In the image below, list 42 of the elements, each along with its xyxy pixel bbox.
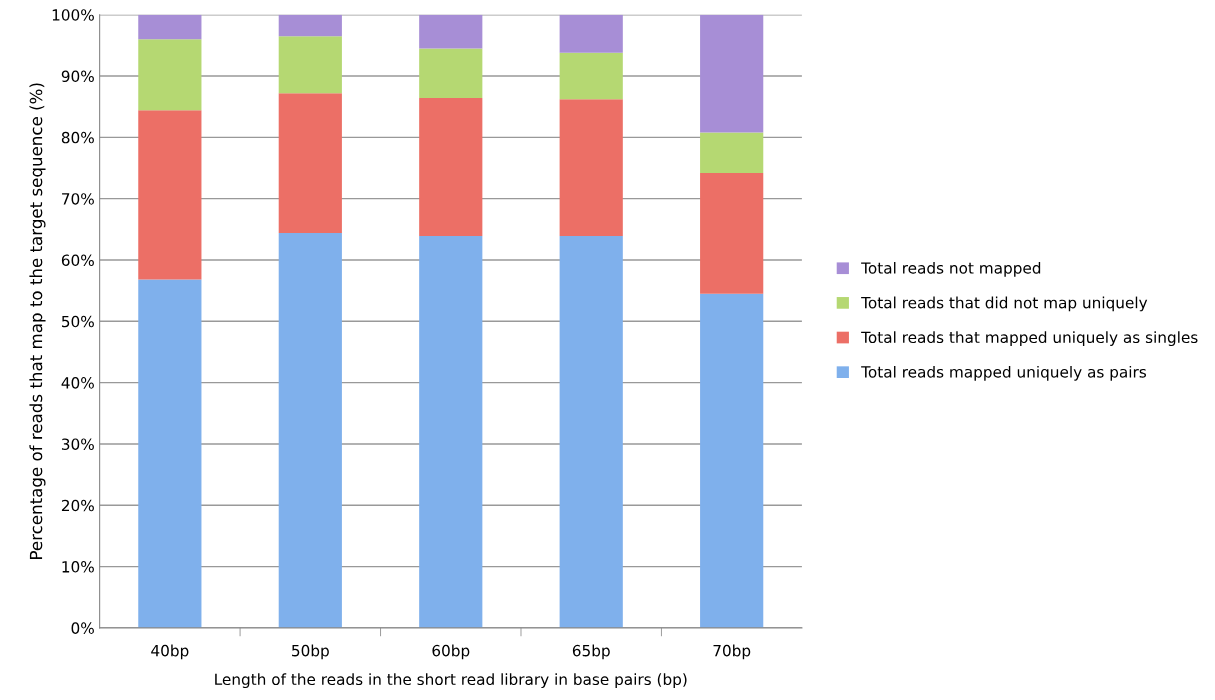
y-axis-title: Percentage of reads that map to the target sequence (%) xyxy=(29,83,46,559)
bar xyxy=(278,14,342,37)
bar xyxy=(419,48,483,99)
x-tick-label: 70bp xyxy=(713,644,751,660)
bar xyxy=(559,236,623,628)
x-axis-title: Length of the reads in the short read library in base pairs (bp) xyxy=(215,673,687,689)
y-tick-label: 90% xyxy=(61,70,94,83)
x-tick-label: 50bp xyxy=(292,644,329,660)
legend-label: Total reads that mapped uniquely as singles xyxy=(861,331,1198,347)
bar xyxy=(419,98,483,237)
bar xyxy=(278,233,342,628)
bar xyxy=(700,172,764,294)
bar xyxy=(559,52,623,100)
y-tick-label: 50% xyxy=(61,315,94,328)
y-tick-label: 60% xyxy=(61,254,94,266)
x-tick-label: 65bp xyxy=(572,644,610,660)
bar xyxy=(138,39,202,111)
bar xyxy=(559,14,623,53)
y-tick-label: 40% xyxy=(61,377,94,389)
bar xyxy=(700,14,764,133)
bar xyxy=(419,236,483,628)
bar xyxy=(700,293,764,628)
bar xyxy=(700,132,764,173)
x-tick-label: 60bp xyxy=(432,644,470,660)
bar xyxy=(419,14,483,49)
y-tick-label: 30% xyxy=(61,438,94,450)
y-tick-label: 100% xyxy=(52,9,94,21)
y-tick-label: 70% xyxy=(62,193,94,205)
x-tick-label: 40bp xyxy=(151,644,189,660)
y-tick-label: 20% xyxy=(61,499,94,512)
y-tick-label: 0% xyxy=(71,622,94,634)
legend-label: Total reads mapped uniquely as pairs xyxy=(861,365,1147,381)
y-tick-label: 10% xyxy=(62,561,94,573)
legend-label: Total reads that did not map uniquely xyxy=(861,296,1148,312)
y-tick-label: 80% xyxy=(61,131,94,144)
bar xyxy=(278,93,342,233)
bar xyxy=(278,36,342,94)
bar xyxy=(559,99,623,237)
bar xyxy=(138,110,202,280)
bar xyxy=(138,14,202,40)
bar xyxy=(138,279,202,628)
legend-label: Total reads not mapped xyxy=(861,261,1041,277)
